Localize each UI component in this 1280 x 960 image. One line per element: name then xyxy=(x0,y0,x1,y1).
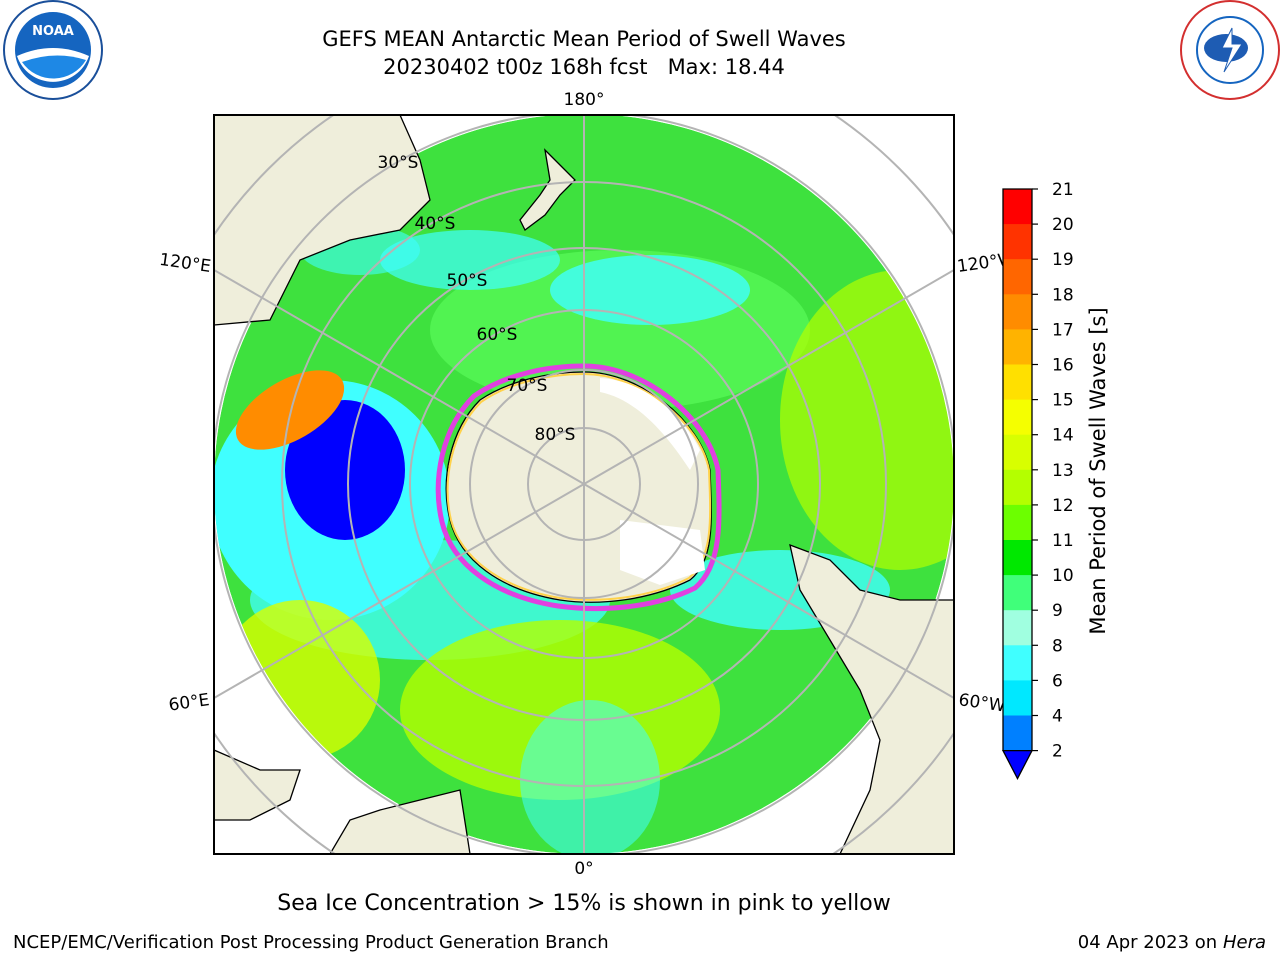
colorbar-tick-label: 11 xyxy=(1052,531,1074,551)
lon-label-60w: 60°W xyxy=(957,690,1006,716)
colorbar-swatch xyxy=(1003,540,1032,576)
map-area xyxy=(214,115,954,854)
sea-ice-edge xyxy=(435,363,722,612)
noaa-logo-text: NOAA xyxy=(32,24,74,39)
lat-label: 80°S xyxy=(535,425,576,445)
lat-label: 30°S xyxy=(378,153,419,173)
colorbar-swatch xyxy=(1003,434,1032,471)
weddell-ice-shelf xyxy=(620,520,705,585)
colorbar-tick-label: 21 xyxy=(1052,180,1074,200)
colorbar-swatch xyxy=(1003,294,1032,330)
colorbar-swatch xyxy=(1003,645,1032,681)
colorbar-swatch xyxy=(1003,610,1032,646)
colorbar-tick-label: 14 xyxy=(1052,426,1074,446)
lat-label: 60°S xyxy=(477,325,518,345)
lon-label-180: 180° xyxy=(564,90,605,110)
colorbar-tick-label: 9 xyxy=(1052,601,1063,621)
colorbar-tick-label: 4 xyxy=(1052,707,1063,727)
lon-label-0: 0° xyxy=(574,859,593,879)
noaa-logo: NOAA xyxy=(3,0,103,100)
colorbar-tick-label: 8 xyxy=(1052,636,1063,656)
colorbar-swatch xyxy=(1003,680,1032,716)
colorbar-swatch xyxy=(1003,329,1032,365)
colorbar-tick-label: 6 xyxy=(1052,671,1063,691)
colorbar-swatch xyxy=(1003,189,1032,225)
colorbar-swatch xyxy=(1003,224,1032,260)
sea-ice-inner xyxy=(446,372,712,601)
colorbar-swatch xyxy=(1003,715,1032,752)
colorbar-label: Mean Period of Swell Waves [s] xyxy=(1086,307,1110,634)
colorbar: 21 20 19 18 17 16 15 14 13 12 11 10 9 8 6 4 2 xyxy=(1001,180,1074,781)
lon-label-120e: 120°E xyxy=(158,250,212,277)
caption: Sea Ice Concentration > 15% is shown in … xyxy=(277,891,891,916)
latitude-labels: 30°S 40°S 50°S 60°S 70°S 80°S xyxy=(378,153,576,445)
ross-ice-shelf xyxy=(600,378,700,470)
colorbar-tick-label: 19 xyxy=(1052,250,1074,270)
colorbar-tick-label: 13 xyxy=(1052,461,1074,481)
colorbar-tick-label: 17 xyxy=(1052,320,1074,340)
colorbar-tick-label: 10 xyxy=(1052,566,1074,586)
lat-label: 40°S xyxy=(415,214,456,234)
figure-title: GEFS MEAN Antarctic Mean Period of Swell… xyxy=(322,27,846,51)
nws-logo xyxy=(1180,0,1280,100)
south-america-land xyxy=(789,543,954,854)
colorbar-tick-label: 18 xyxy=(1052,285,1074,305)
colorbar-tick-label: 12 xyxy=(1052,496,1074,516)
new-zealand-land xyxy=(519,148,576,231)
map-frame xyxy=(213,114,955,855)
africa-land xyxy=(329,789,471,854)
colorbar-swatch xyxy=(1003,399,1032,436)
colorbar-swatch xyxy=(1003,504,1032,541)
date-text: 04 Apr 2023 on xyxy=(1077,932,1223,953)
lon-label-60e: 60°E xyxy=(167,690,210,715)
host-name: Hera xyxy=(1222,932,1266,953)
colorbar-swatch xyxy=(1003,469,1032,506)
graticule xyxy=(214,115,954,854)
run-date: 04 Apr 2023 on Hera xyxy=(1078,932,1266,953)
figure-subtitle: 20230402 t00z 168h fcst Max: 18.44 xyxy=(383,55,785,79)
lat-label: 50°S xyxy=(447,271,488,291)
colorbar-swatch xyxy=(1003,575,1032,611)
colorbar-extend-arrow xyxy=(1001,749,1034,781)
colorbar-tick-label: 2 xyxy=(1052,742,1063,762)
colorbar-swatch xyxy=(1003,364,1032,401)
colorbar-swatch xyxy=(1003,259,1032,295)
colorbar-tick-label: 16 xyxy=(1052,356,1074,376)
credit-text: NCEP/EMC/Verification Post Processing Pr… xyxy=(13,932,609,953)
colorbar-tick-label: 20 xyxy=(1052,215,1074,235)
lat-label: 70°S xyxy=(507,376,548,396)
colorbar-tick-label: 15 xyxy=(1052,391,1074,411)
madagascar-land xyxy=(214,749,301,821)
